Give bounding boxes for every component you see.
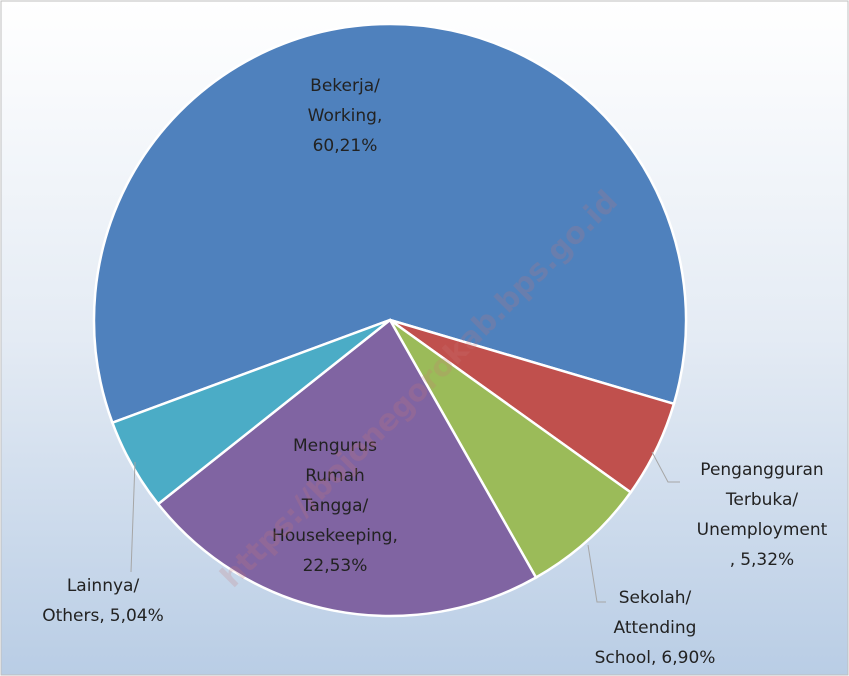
leader-line — [130, 461, 136, 573]
category-label: Lainnya/Others — [42, 576, 139, 626]
label-separator: , — [377, 106, 382, 126]
leader-lines — [130, 451, 680, 603]
pie — [92, 22, 688, 618]
value-label: 6,90% — [661, 648, 715, 668]
category-label: Mengurus Rumah Tangga/Housekeeping — [272, 436, 393, 546]
value-label: 60,21% — [313, 136, 378, 156]
pie-slice — [110, 318, 391, 506]
label-separator: , — [99, 606, 104, 626]
label-separator: , — [651, 648, 656, 668]
label-separator: , — [393, 526, 398, 546]
pie-slice — [156, 318, 538, 618]
labels: Bekerja/Working , 60,21% Pengangguran Terbuk… — [42, 76, 827, 668]
category-label: Bekerja/Working — [308, 76, 380, 126]
pie-slice — [388, 318, 633, 580]
leader-line — [587, 544, 606, 603]
value-label: 22,53% — [303, 556, 368, 576]
pie-slice — [92, 22, 688, 425]
category-label: Pengangguran Terbuka/Unemployment — [697, 460, 828, 540]
value-label: 5,04% — [110, 606, 164, 626]
value-label: 5,32% — [740, 550, 794, 570]
label-separator: , — [730, 550, 735, 570]
category-label: Sekolah/Attending School — [595, 588, 697, 668]
leader-line — [651, 451, 680, 483]
